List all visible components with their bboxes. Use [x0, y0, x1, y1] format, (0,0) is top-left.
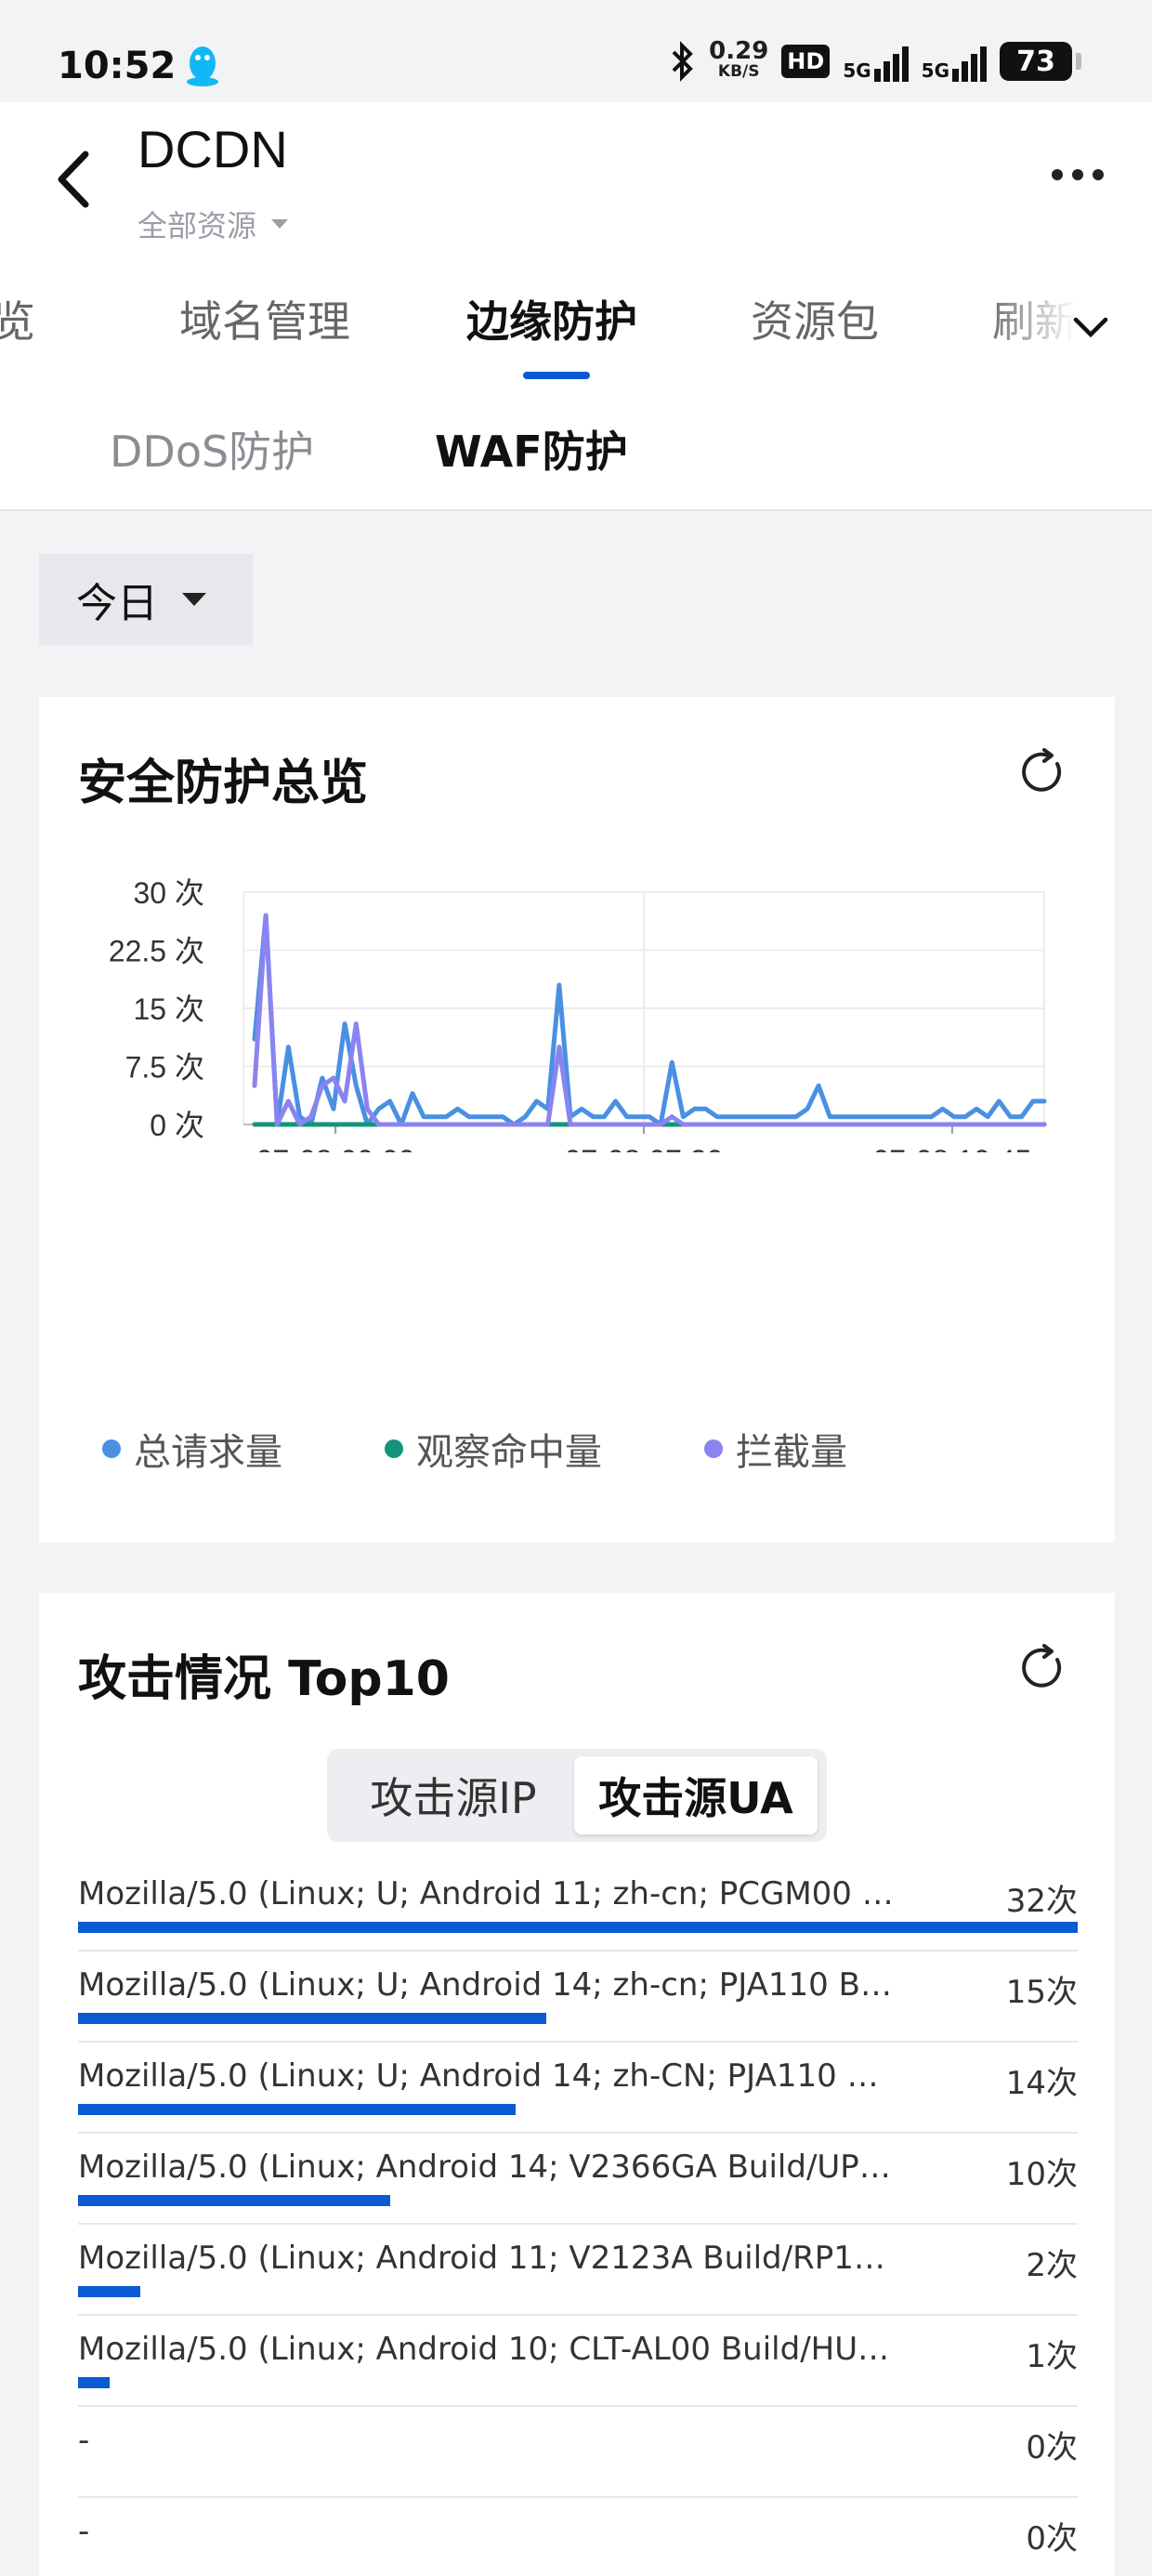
attack-ua-row[interactable]: Mozilla/5.0 (Linux; U; Android 14; zh-cn…	[78, 1952, 1078, 2043]
attack-ua-label: -	[78, 2513, 90, 2550]
attack-title: 攻击情况 Top10	[78, 1651, 450, 1707]
x-tick-label: 07-08 10:45	[872, 1144, 1031, 1152]
series-line-2	[252, 913, 1047, 1127]
x-tick-label: 07-08 07:30	[565, 1144, 724, 1152]
security-overview-card: 安全防护总览 0 次 7.5 次 15 次 22.5 次 30 次 07-08 00:00…	[39, 697, 1115, 1543]
attack-ua-row[interactable]: Mozilla/5.0 (Linux; U; Android 11; zh-cn…	[78, 1860, 1078, 1952]
attack-ua-bar	[78, 2104, 516, 2115]
attack-ua-row[interactable]: Mozilla/5.0 (Linux; Android 11; V2123A B…	[78, 2225, 1078, 2316]
attack-ua-row[interactable]: - 0次	[78, 2407, 1078, 2498]
attack-ua-count: 2次	[1026, 2247, 1078, 2284]
y-tick-label: 7.5 次	[125, 1051, 204, 1084]
legend-observed-hits[interactable]: 观察命中量	[385, 1422, 602, 1476]
chevron-down-icon[interactable]	[1070, 309, 1111, 346]
attack-ua-bar	[78, 2013, 547, 2024]
network-speed: 0.29 KB/S	[709, 37, 769, 81]
subtab-ddos[interactable]: DDoS防护	[110, 427, 315, 477]
attack-ua-bar	[78, 1922, 1078, 1933]
attack-ua-label: Mozilla/5.0 (Linux; Android 10; CLT-AL00…	[78, 2331, 896, 2368]
attack-ua-bar	[78, 2377, 110, 2388]
attack-ua-row[interactable]: Mozilla/5.0 (Linux; Android 10; CLT-AL00…	[78, 2316, 1078, 2407]
qq-penguin-icon	[187, 46, 218, 86]
attack-ua-list: Mozilla/5.0 (Linux; U; Android 11; zh-cn…	[78, 1860, 1078, 2576]
attack-ua-count: 10次	[1005, 2156, 1078, 2193]
signal-sim2-icon: 5G	[922, 41, 987, 82]
attack-ua-count: 1次	[1026, 2338, 1078, 2375]
subtab-waf[interactable]: WAF防护	[435, 427, 628, 477]
attack-ua-label: Mozilla/5.0 (Linux; U; Android 11; zh-cn…	[78, 1875, 896, 1912]
toggle-attack-ua[interactable]: 攻击源UA	[574, 1756, 818, 1834]
more-options-icon[interactable]	[1052, 169, 1104, 180]
tab-resource-package[interactable]: 资源包	[751, 296, 879, 347]
attack-ua-label: -	[78, 2422, 90, 2459]
y-tick-label: 22.5 次	[109, 935, 204, 968]
attack-ua-count: 14次	[1005, 2065, 1078, 2102]
resource-selector-label: 全部资源	[137, 208, 257, 243]
legend-total-requests[interactable]: 总请求量	[102, 1422, 282, 1476]
attack-ua-count: 0次	[1026, 2520, 1078, 2557]
caret-down-icon	[182, 593, 206, 606]
bluetooth-icon	[672, 41, 693, 82]
attack-ua-bar	[78, 2195, 391, 2206]
attack-ua-count: 15次	[1005, 1974, 1078, 2011]
overview-line-chart: 0 次 7.5 次 15 次 22.5 次 30 次 07-08 00:00 07-08 0…	[109, 876, 1047, 1152]
attack-ua-row[interactable]: Mozilla/5.0 (Linux; U; Android 14; zh-CN…	[78, 2043, 1078, 2134]
back-arrow-icon[interactable]	[52, 147, 95, 212]
battery-icon: 73	[1000, 42, 1081, 81]
series-line-0	[252, 913, 1047, 1127]
attack-ua-label: Mozilla/5.0 (Linux; Android 14; V2366GA …	[78, 2149, 896, 2186]
y-tick-label: 30 次	[134, 876, 205, 910]
tab-overview[interactable]: 览	[0, 296, 35, 347]
date-filter-dropdown[interactable]: 今日	[39, 554, 253, 645]
attack-ua-label: Mozilla/5.0 (Linux; U; Android 14; zh-cn…	[78, 1966, 896, 2004]
status-bar: 10:52 0.29 KB/S HD 5G 5G 73	[0, 0, 1152, 102]
hd-voice-badge: HD	[781, 45, 831, 78]
status-time: 10:52	[58, 45, 177, 87]
attack-source-toggle: 攻击源IP 攻击源UA	[327, 1749, 827, 1842]
toggle-attack-ip[interactable]: 攻击源IP	[370, 1773, 537, 1823]
attack-ua-count: 0次	[1026, 2429, 1078, 2466]
page-title: DCDN	[137, 120, 288, 178]
y-tick-label: 0 次	[150, 1109, 204, 1142]
refresh-icon[interactable]	[1016, 745, 1068, 797]
y-tick-label: 15 次	[134, 992, 205, 1026]
tab-domain-management[interactable]: 域名管理	[179, 296, 350, 347]
overview-title: 安全防护总览	[78, 756, 369, 811]
attack-top10-card: 攻击情况 Top10 攻击源IP 攻击源UA Mozilla/5.0 (Linu…	[39, 1593, 1115, 2576]
main-tabs: 览 域名管理 边缘防护 资源包 刷新	[0, 288, 1152, 381]
attack-ua-row[interactable]: Mozilla/5.0 (Linux; Android 14; V2366GA …	[78, 2134, 1078, 2225]
chart-legend: 总请求量 观察命中量 拦截量	[102, 1422, 949, 1476]
attack-ua-count: 32次	[1005, 1883, 1078, 1920]
resource-selector[interactable]: 全部资源	[137, 203, 289, 245]
attack-ua-bar	[78, 2286, 141, 2297]
status-indicators: 0.29 KB/S HD 5G 5G 73	[668, 37, 1081, 82]
attack-ua-label: Mozilla/5.0 (Linux; U; Android 14; zh-CN…	[78, 2057, 896, 2095]
legend-blocked[interactable]: 拦截量	[704, 1422, 847, 1476]
tab-edge-protection[interactable]: 边缘防护	[466, 296, 637, 347]
x-tick-label: 07-08 00:00	[256, 1144, 415, 1152]
date-filter-label: 今日	[76, 580, 158, 627]
caret-down-icon	[271, 219, 289, 229]
attack-ua-row[interactable]: - 0次	[78, 2498, 1078, 2576]
refresh-icon[interactable]	[1016, 1641, 1068, 1693]
attack-ua-label: Mozilla/5.0 (Linux; Android 11; V2123A B…	[78, 2240, 896, 2277]
signal-sim1-icon: 5G	[843, 41, 909, 82]
active-tab-indicator	[523, 372, 590, 379]
app-header: DCDN 全部资源 览 域名管理 边缘防护 资源包 刷新 DDoS防护 WAF防…	[0, 102, 1152, 511]
